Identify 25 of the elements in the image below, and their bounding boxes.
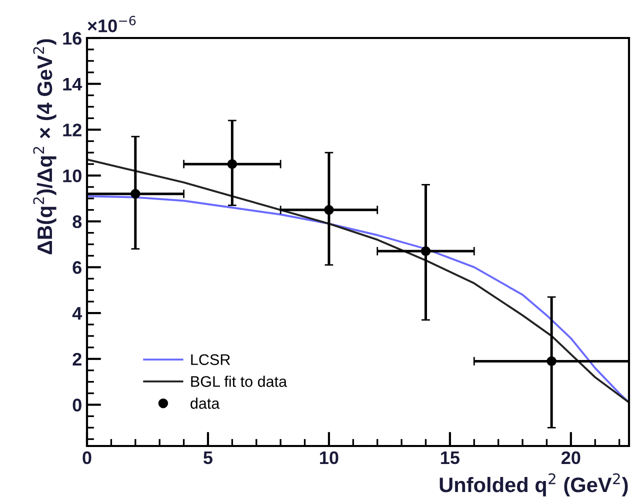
x-tick-label: 15 (441, 452, 460, 464)
y-tick-label: 14 (63, 78, 82, 90)
y-tick-label: 10 (63, 169, 82, 182)
point (546, 356, 556, 366)
x-tick-label: 5 (204, 452, 212, 464)
x-tick-label: 0 (82, 451, 92, 464)
y-tick-label: 0 (72, 398, 82, 412)
y-tick-label: 12 (63, 124, 82, 136)
point (420, 246, 431, 256)
point (324, 205, 334, 215)
point (130, 189, 140, 199)
x-axis-title: Unfolded q$^{2}$ (GeV$^{2}$) (440, 473, 628, 496)
y-axis-title: ΔB(q$^{2}$)/Δq$^{2}$ × (4 GeV$^{2}$) (33, 39, 56, 254)
y-tick-label: 6 (72, 261, 82, 274)
x-tick-label: 10 (320, 451, 338, 464)
y-tick-label: 4 (72, 307, 82, 320)
x-tick-label: 20 (562, 451, 580, 464)
y-tick-label: 16 (63, 32, 82, 45)
legend-label: LCSR (191, 354, 230, 366)
legend-label: data (190, 398, 220, 409)
text: ×10$^{−6}$ (88, 16, 136, 32)
y-tick-label: 2 (72, 352, 82, 366)
y-tick-label: 8 (72, 215, 82, 228)
point (227, 159, 238, 169)
legend-label: BGL fit to data (191, 376, 288, 387)
